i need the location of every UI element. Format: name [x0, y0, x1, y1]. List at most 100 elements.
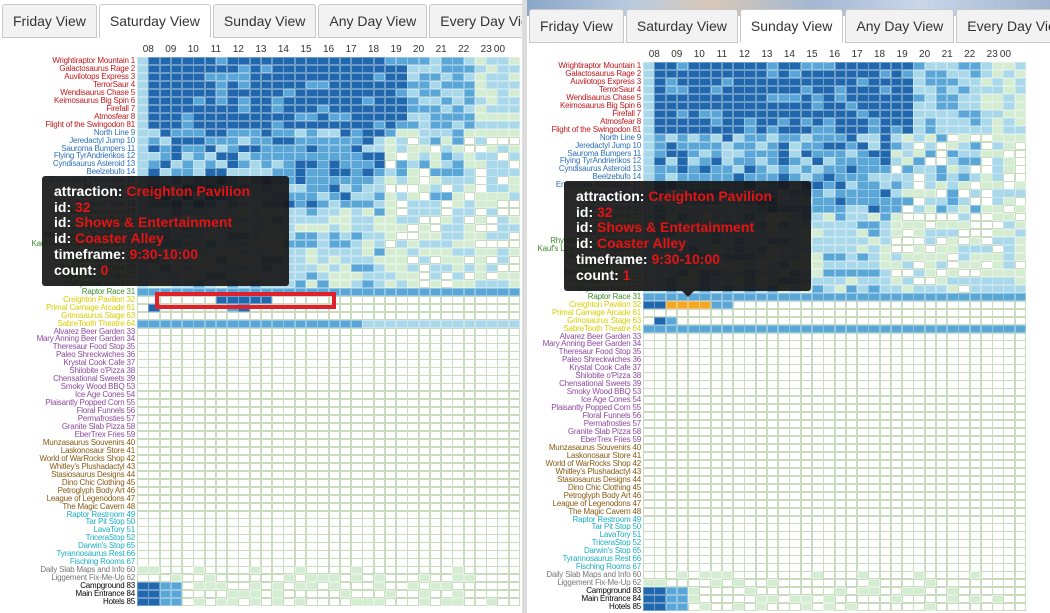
- tab-friday-view[interactable]: Friday View: [529, 9, 624, 43]
- heatmap-cell[interactable]: [823, 603, 835, 612]
- heatmap-cell[interactable]: [317, 72, 329, 82]
- heatmap-cell[interactable]: [283, 598, 295, 607]
- heatmap-cell[interactable]: [463, 57, 476, 66]
- tab-saturday-view[interactable]: Saturday View: [625, 9, 738, 43]
- heatmap-cell[interactable]: [159, 72, 172, 82]
- attraction-label[interactable]: Ice Age Cones 54: [75, 390, 135, 400]
- heatmap-cell[interactable]: [204, 72, 217, 82]
- heatmap-cell[interactable]: [463, 64, 476, 74]
- heatmap-cell[interactable]: [384, 598, 397, 607]
- attraction-label[interactable]: Firefall 7: [106, 103, 135, 113]
- heatmap-cell[interactable]: [328, 598, 341, 607]
- heatmap-cell[interactable]: [249, 598, 262, 607]
- heatmap-cell[interactable]: [159, 598, 172, 607]
- heatmap-cell[interactable]: [193, 64, 205, 74]
- heatmap-cell[interactable]: [294, 72, 307, 82]
- heatmap-cell[interactable]: [755, 603, 768, 612]
- attraction-label[interactable]: Flight of the Swingodon 81: [45, 119, 135, 129]
- heatmap-cell[interactable]: [328, 72, 341, 82]
- heatmap-cell[interactable]: [913, 603, 925, 612]
- heatmap-cell[interactable]: [811, 603, 824, 612]
- heatmap-cell[interactable]: [362, 598, 374, 607]
- heatmap-cell[interactable]: [362, 64, 374, 74]
- heatmap-cell[interactable]: [193, 57, 205, 66]
- heatmap-cell[interactable]: [170, 64, 183, 74]
- heatmap-cell[interactable]: [710, 603, 723, 612]
- attraction-label[interactable]: Beelzebufo 14: [86, 167, 135, 177]
- heatmap-cell[interactable]: [373, 57, 386, 66]
- tab-friday-view[interactable]: Friday View: [2, 4, 97, 38]
- heatmap-cell[interactable]: [452, 64, 464, 74]
- attraction-label[interactable]: Tar Pit Stop 50: [85, 517, 136, 527]
- attraction-label[interactable]: Chensational Sweets 39: [53, 374, 135, 384]
- heatmap-cell[interactable]: [429, 598, 442, 607]
- heatmap-cell[interactable]: [260, 57, 273, 66]
- heatmap-cell[interactable]: [429, 64, 442, 74]
- attraction-label[interactable]: Galactosaurus Rage 2: [59, 63, 135, 73]
- heatmap-cell[interactable]: [407, 598, 419, 607]
- attraction-label[interactable]: Flying TyrAndrienkos 12: [53, 151, 135, 161]
- attraction-label[interactable]: EberTrex Fries 59: [74, 429, 136, 439]
- heatmap-cell[interactable]: [215, 72, 228, 82]
- heatmap-cell[interactable]: [204, 57, 217, 66]
- heatmap-cell[interactable]: [789, 603, 801, 612]
- heatmap-cell[interactable]: [441, 57, 453, 66]
- heatmap-cell[interactable]: [182, 72, 194, 82]
- heatmap-cell[interactable]: [351, 72, 363, 82]
- attraction-label[interactable]: Main Entrance 84: [75, 589, 135, 599]
- heatmap-cell[interactable]: [452, 598, 464, 607]
- heatmap-cell[interactable]: [744, 603, 756, 612]
- heatmap-cell[interactable]: [384, 72, 397, 82]
- heatmap-cell[interactable]: [193, 80, 205, 90]
- tab-sunday-view[interactable]: Sunday View: [739, 9, 844, 43]
- attraction-label[interactable]: World of WarRocks Shop 42: [39, 453, 136, 463]
- attraction-label[interactable]: Mary Anning Beer Garden 34: [36, 334, 136, 344]
- attraction-label[interactable]: Stasiosaurus Designs 44: [51, 469, 135, 479]
- attraction-label[interactable]: Atmosfear 8: [94, 111, 135, 121]
- heatmap-cell[interactable]: [137, 72, 149, 82]
- heatmap-cell[interactable]: [137, 57, 149, 66]
- attraction-label[interactable]: League of Legenodons 47: [46, 493, 136, 503]
- heatmap-cell[interactable]: [272, 57, 284, 66]
- heatmap-cell[interactable]: [396, 64, 408, 74]
- heatmap-cell[interactable]: [238, 64, 250, 74]
- tab-every-day-view[interactable]: Every Day View: [429, 4, 522, 38]
- heatmap-cell[interactable]: [283, 72, 295, 82]
- heatmap-cell[interactable]: [328, 57, 341, 66]
- heatmap-cell[interactable]: [227, 64, 239, 74]
- heatmap-cell[interactable]: [227, 57, 239, 66]
- attraction-label[interactable]: LavaTory 51: [93, 525, 136, 535]
- attraction-label[interactable]: Auvilotops Express 3: [64, 71, 135, 81]
- heatmap-cell[interactable]: [159, 80, 172, 90]
- heatmap-cell[interactable]: [294, 80, 307, 90]
- heatmap-cell[interactable]: [418, 598, 431, 607]
- heatmap-cell[interactable]: [182, 598, 194, 607]
- heatmap-cell[interactable]: [272, 72, 284, 82]
- heatmap-cell[interactable]: [441, 64, 453, 74]
- heatmap-cell[interactable]: [215, 80, 228, 90]
- heatmap-cell[interactable]: [508, 57, 521, 66]
- heatmap-cell[interactable]: [474, 598, 487, 607]
- heatmap-cell[interactable]: [497, 57, 510, 66]
- heatmap-cell[interactable]: [924, 603, 937, 612]
- heatmap-cell[interactable]: [868, 603, 880, 612]
- heatmap-cell[interactable]: [249, 80, 262, 90]
- heatmap-cell[interactable]: [159, 57, 172, 66]
- attraction-label[interactable]: Liggement Fix-Me-Up 62: [51, 573, 135, 583]
- attraction-label[interactable]: TriceraStop 52: [85, 533, 136, 543]
- heatmap-cell[interactable]: [339, 72, 352, 82]
- heatmap-cell[interactable]: [845, 603, 858, 612]
- heatmap-cell[interactable]: [992, 603, 1004, 612]
- heatmap-cell[interactable]: [148, 598, 160, 607]
- heatmap-cell[interactable]: [249, 64, 262, 74]
- heatmap-cell[interactable]: [294, 598, 307, 607]
- heatmap-cell[interactable]: [260, 64, 273, 74]
- heatmap-cell[interactable]: [1014, 603, 1027, 612]
- heatmap-cell[interactable]: [193, 598, 205, 607]
- attraction-label[interactable]: Raptor Restroom 49: [66, 509, 136, 519]
- attraction-label[interactable]: Fisching Rooms 67: [69, 557, 135, 567]
- attraction-label[interactable]: Plaisantly Popped Corn 55: [45, 398, 135, 408]
- heatmap-cell[interactable]: [452, 57, 464, 66]
- attraction-label[interactable]: Granite Slab Pizza 58: [61, 422, 135, 431]
- heatmap-cell[interactable]: [373, 598, 386, 607]
